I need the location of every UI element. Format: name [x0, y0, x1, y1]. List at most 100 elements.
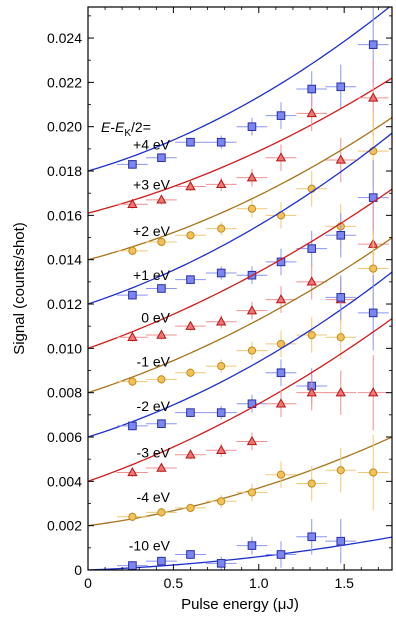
y-tick-label: 0.024 [47, 30, 82, 46]
fit-curve [88, 436, 392, 527]
data-point [276, 368, 286, 378]
data-point [157, 153, 166, 163]
data-point [336, 231, 346, 240]
data-point [216, 408, 226, 417]
y-tick-label: 0.004 [47, 473, 82, 489]
y-axis-label: Signal (counts/shot) [11, 222, 28, 355]
data-point [306, 387, 317, 397]
data-point [336, 333, 345, 342]
data-point [307, 244, 317, 253]
fit-curve [88, 318, 392, 482]
series [88, 519, 392, 570]
x-axis-label: Pulse energy (μJ) [181, 596, 299, 613]
data-point [368, 92, 379, 102]
series-label: -4 eV [137, 489, 171, 505]
series-label: +1 eV [133, 267, 171, 283]
data-point [247, 541, 257, 550]
fit-curve [88, 7, 391, 172]
data-point [336, 536, 346, 546]
header-e: E [101, 119, 111, 135]
series-labels: +4 eV +3 eV +2 eV +1 eV 0 eV -1 eV -2 eV -3 eV -… [101, 119, 171, 554]
plot-area [88, 7, 392, 570]
y-tick-label: 0.008 [47, 385, 82, 401]
data-point [127, 331, 138, 341]
data-point [276, 470, 286, 479]
data-point [246, 305, 258, 315]
data-point [186, 368, 195, 377]
x-tick-label: 1.0 [249, 575, 269, 591]
y-tick-label: 0.022 [47, 74, 82, 90]
data-point [276, 111, 286, 120]
series-label: +3 eV [133, 176, 171, 192]
series-label: -1 eV [137, 354, 171, 370]
data-point [246, 435, 258, 446]
data-point [216, 316, 227, 326]
series-label: -3 eV [137, 444, 171, 460]
data-point [306, 107, 317, 118]
y-tick-label: 0 [74, 562, 82, 578]
fit-curve [88, 132, 392, 305]
plot-frame [87, 6, 393, 571]
data-point [247, 346, 257, 355]
data-point [216, 137, 226, 147]
y-tick-label: 0.016 [47, 207, 82, 223]
y-tick-label: 0.002 [47, 518, 82, 534]
data-point [368, 308, 378, 318]
y-tick-label: 0.006 [47, 429, 82, 445]
data-point [128, 377, 137, 386]
series-label: 0 eV [141, 309, 170, 325]
data-point [127, 198, 138, 208]
header-e2: E [115, 119, 125, 135]
data-point [307, 84, 317, 94]
data-point [275, 294, 287, 304]
data-point [128, 421, 137, 431]
data-point [307, 532, 317, 542]
data-point [128, 561, 137, 570]
data-point [276, 339, 286, 349]
fit-curve [88, 117, 392, 261]
data-point [275, 398, 287, 408]
series-label: -10 eV [129, 538, 171, 554]
data-point [307, 479, 316, 488]
header-rest: /2= [131, 119, 151, 135]
fit-curve [88, 77, 392, 214]
data-point [217, 497, 226, 506]
series [88, 60, 392, 214]
data-point [156, 462, 167, 472]
data-point [156, 194, 167, 204]
data-point [335, 387, 346, 397]
header-minus: - [110, 119, 115, 135]
data-point [185, 320, 196, 330]
data-point [186, 231, 195, 240]
energy-header-label: E-EK/2= [101, 119, 151, 139]
data-point [157, 419, 166, 429]
plot-marks [88, 7, 392, 570]
data-point [306, 276, 317, 286]
data-point [216, 444, 227, 455]
axes: 0 0.002 0.004 0.006 0.008 0.010 0.012 0.014 0.01… [47, 7, 392, 591]
data-point [186, 137, 195, 147]
data-point [128, 512, 137, 521]
data-point [247, 204, 257, 213]
fit-curve [88, 271, 392, 438]
series-label: +4 eV [133, 136, 171, 152]
data-point [247, 488, 257, 497]
series [88, 230, 392, 394]
data-point [186, 550, 195, 559]
data-point [186, 503, 195, 513]
data-point [157, 237, 166, 247]
x-tick-label: 0 [84, 575, 92, 591]
fit-curve [88, 536, 392, 570]
x-tick-label: 0.5 [164, 575, 184, 591]
data-point [157, 508, 166, 517]
data-point [369, 264, 378, 273]
data-point [276, 550, 286, 559]
data-point [216, 268, 226, 278]
data-point [368, 40, 378, 49]
data-point [216, 178, 227, 189]
y-tick-label: 0.018 [47, 163, 82, 179]
series-label: -2 eV [137, 398, 171, 414]
data-point [336, 466, 345, 475]
series [88, 132, 392, 305]
